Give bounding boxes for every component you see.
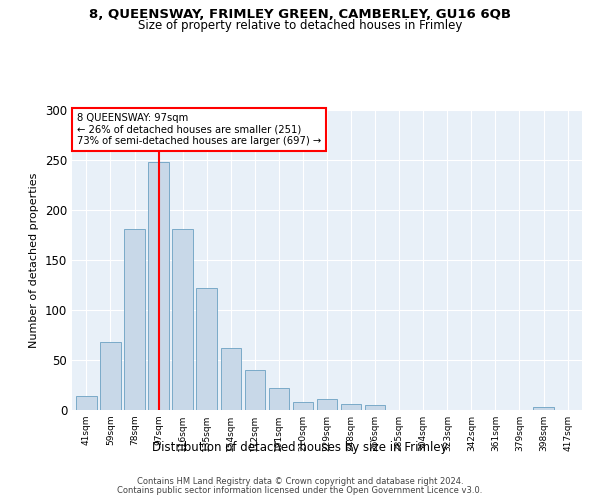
Y-axis label: Number of detached properties: Number of detached properties: [29, 172, 40, 348]
Bar: [365, 405, 385, 410]
Text: Size of property relative to detached houses in Frimley: Size of property relative to detached ho…: [138, 18, 462, 32]
Bar: [196, 288, 217, 410]
Text: 8 QUEENSWAY: 97sqm
← 26% of detached houses are smaller (251)
73% of semi-detach: 8 QUEENSWAY: 97sqm ← 26% of detached hou…: [77, 113, 322, 146]
Bar: [317, 399, 337, 410]
Bar: [269, 388, 289, 410]
Text: 8, QUEENSWAY, FRIMLEY GREEN, CAMBERLEY, GU16 6QB: 8, QUEENSWAY, FRIMLEY GREEN, CAMBERLEY, …: [89, 8, 511, 20]
Bar: [533, 407, 554, 410]
Bar: [221, 348, 241, 410]
Bar: [293, 402, 313, 410]
Text: Distribution of detached houses by size in Frimley: Distribution of detached houses by size …: [152, 441, 448, 454]
Bar: [148, 162, 169, 410]
Bar: [124, 229, 145, 410]
Bar: [76, 396, 97, 410]
Text: Contains HM Land Registry data © Crown copyright and database right 2024.: Contains HM Land Registry data © Crown c…: [137, 477, 463, 486]
Bar: [100, 342, 121, 410]
Bar: [341, 404, 361, 410]
Bar: [245, 370, 265, 410]
Bar: [172, 229, 193, 410]
Text: Contains public sector information licensed under the Open Government Licence v3: Contains public sector information licen…: [118, 486, 482, 495]
